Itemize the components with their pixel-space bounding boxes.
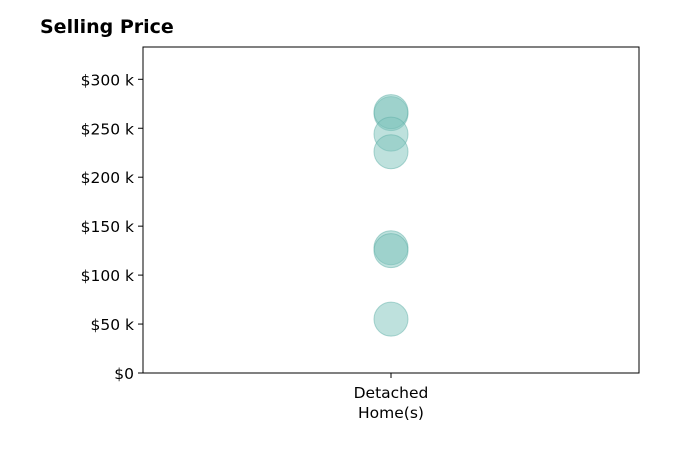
- axes: $0 $50 k $100 k $150 k $200 k $250 k $300 k Det…: [81, 46, 640, 422]
- y-tick-label: $300 k: [81, 71, 134, 89]
- y-tick-label: $200 k: [81, 169, 134, 187]
- y-tick-label: $0: [114, 365, 134, 383]
- data-points: [373, 94, 409, 337]
- y-tick-label: $250 k: [81, 120, 134, 138]
- data-point: [373, 134, 409, 170]
- y-tick-label: $50 k: [91, 316, 135, 334]
- x-tick-label: Detached: [354, 384, 429, 402]
- data-point: [373, 233, 409, 269]
- x-tick-label: Home(s): [358, 404, 424, 422]
- y-tick-label: $100 k: [81, 267, 134, 285]
- chart-title: Selling Price: [40, 16, 174, 38]
- y-tick-label: $150 k: [81, 218, 134, 236]
- data-point: [373, 301, 409, 337]
